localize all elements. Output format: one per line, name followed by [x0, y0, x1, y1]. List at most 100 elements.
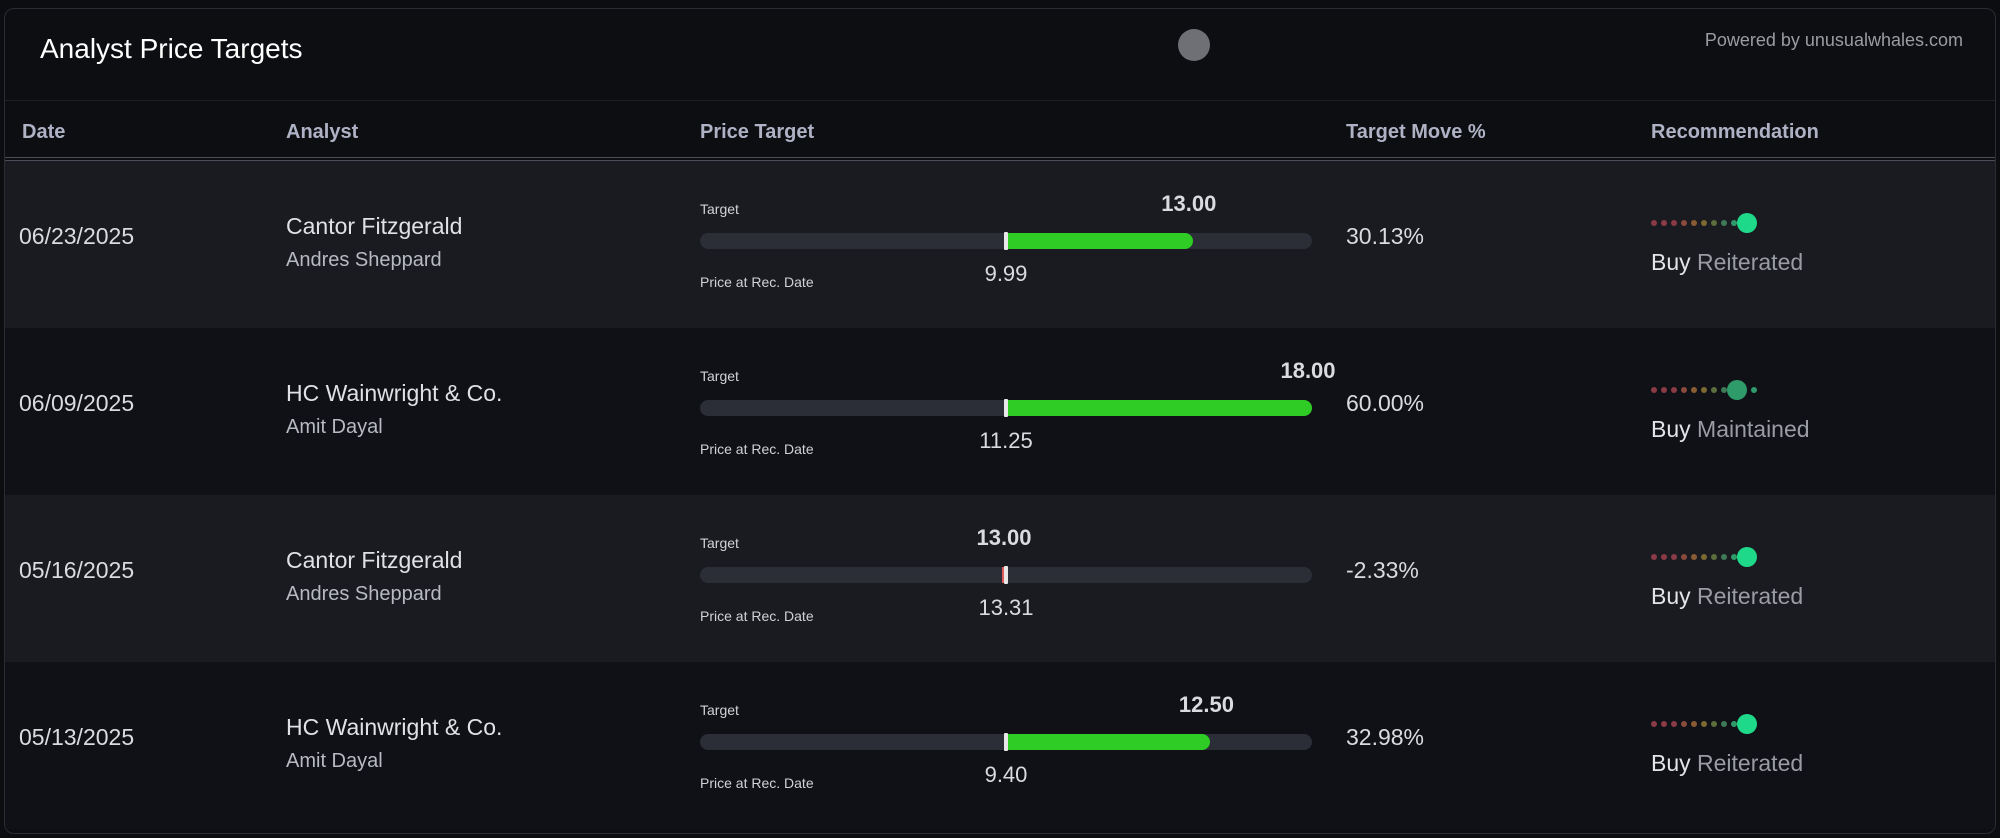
rec-price-marker: [1004, 399, 1008, 417]
rating-dot: [1727, 380, 1747, 400]
rec-price-marker: [1004, 733, 1008, 751]
column-header-target-move[interactable]: Target Move %: [1346, 121, 1486, 143]
column-header-date[interactable]: Date: [22, 121, 66, 143]
rating-scale: [1651, 211, 1771, 235]
price-at-rec-value: 9.40: [984, 762, 1028, 787]
price-at-rec-label: Price at Rec. Date: [700, 441, 814, 457]
price-target-bar: [700, 733, 1312, 751]
target-move-percent: 32.98%: [1346, 724, 1425, 750]
table-body: 06/23/2025 Cantor Fitzgerald Andres Shep…: [5, 161, 1995, 829]
price-at-rec-value: 13.31: [978, 595, 1034, 620]
rec-price-marker: [1004, 232, 1008, 250]
recommendation: Buy Maintained: [1651, 416, 1810, 443]
price-at-rec-label: Price at Rec. Date: [700, 274, 814, 290]
row-date: 06/09/2025: [19, 390, 135, 416]
row-analyst: Andres Sheppard: [286, 249, 442, 271]
rating-dot: [1731, 554, 1737, 560]
rating-dot: [1711, 721, 1717, 727]
target-value: 13.00: [976, 525, 1032, 550]
target-value: 18.00: [1280, 358, 1336, 383]
column-header-price-target[interactable]: Price Target: [700, 121, 815, 143]
recommendation-action: Buy: [1651, 249, 1691, 275]
rating-dot: [1701, 220, 1707, 226]
rating-dot: [1721, 721, 1727, 727]
rating-dot: [1737, 547, 1757, 567]
price-move-fill: [1006, 400, 1312, 416]
price-at-rec-label: Price at Rec. Date: [700, 608, 814, 624]
target-value: 13.00: [1161, 191, 1217, 216]
target-value: 12.50: [1178, 692, 1234, 717]
price-move-fill: [1006, 734, 1211, 750]
rating-dot: [1691, 387, 1697, 393]
rating-dot: [1681, 387, 1687, 393]
recommendation-action: Buy: [1651, 416, 1691, 442]
rating-dot: [1661, 220, 1667, 226]
recommendation-status: Maintained: [1697, 416, 1810, 442]
column-header-analyst[interactable]: Analyst: [286, 121, 359, 143]
table-row[interactable]: 05/16/2025 Cantor Fitzgerald Andres Shep…: [5, 495, 1995, 662]
rating-dot: [1661, 554, 1667, 560]
rating-dot: [1737, 714, 1757, 734]
table-row[interactable]: 06/09/2025 HC Wainwright & Co. Amit Daya…: [5, 328, 1995, 495]
price-move-fill: [1001, 567, 1006, 583]
rating-dot: [1671, 721, 1677, 727]
target-label: Target: [700, 535, 739, 551]
rating-dot: [1731, 220, 1737, 226]
rating-dot: [1711, 554, 1717, 560]
rating-dot: [1731, 721, 1737, 727]
price-at-rec-label: Price at Rec. Date: [700, 775, 814, 791]
rating-dot: [1651, 220, 1657, 226]
rating-scale: [1651, 545, 1771, 569]
price-target-bar: [700, 566, 1312, 584]
row-analyst: Amit Dayal: [286, 750, 383, 772]
column-header-recommendation[interactable]: Recommendation: [1651, 121, 1819, 143]
rating-dot: [1711, 220, 1717, 226]
target-label: Target: [700, 201, 739, 217]
rating-scale: [1651, 378, 1771, 402]
rating-dot: [1721, 220, 1727, 226]
rating-dot: [1701, 387, 1707, 393]
loading-indicator: [1178, 29, 1210, 61]
target-label: Target: [700, 368, 739, 384]
recommendation: Buy Reiterated: [1651, 583, 1803, 610]
rec-price-marker: [1004, 566, 1008, 584]
card-header: Analyst Price Targets Powered by unusual…: [5, 9, 1995, 101]
table-row[interactable]: 06/23/2025 Cantor Fitzgerald Andres Shep…: [5, 161, 1995, 328]
rating-dot: [1701, 554, 1707, 560]
target-move-percent: -2.33%: [1346, 557, 1419, 583]
rating-dot: [1661, 721, 1667, 727]
analyst-price-targets-card: Analyst Price Targets Powered by unusual…: [4, 8, 1996, 834]
powered-by-link[interactable]: Powered by unusualwhales.com: [1704, 30, 1963, 50]
recommendation: Buy Reiterated: [1651, 750, 1803, 777]
row-firm: Cantor Fitzgerald: [286, 547, 463, 573]
rating-dot: [1721, 387, 1727, 393]
rating-dot: [1691, 721, 1697, 727]
target-label: Target: [700, 702, 739, 718]
recommendation-status: Reiterated: [1697, 750, 1804, 776]
row-firm: HC Wainwright & Co.: [286, 714, 503, 740]
price-at-rec-value: 11.25: [979, 428, 1033, 453]
rating-dot: [1671, 554, 1677, 560]
rating-dot: [1681, 721, 1687, 727]
rating-dot: [1751, 387, 1757, 393]
row-date: 05/13/2025: [19, 724, 135, 750]
price-target-bar: [700, 232, 1312, 250]
row-firm: Cantor Fitzgerald: [286, 213, 463, 239]
rating-dot: [1737, 213, 1757, 233]
table-row[interactable]: 05/13/2025 HC Wainwright & Co. Amit Daya…: [5, 662, 1995, 829]
rating-dot: [1691, 220, 1697, 226]
rating-dot: [1681, 220, 1687, 226]
rating-dot: [1701, 721, 1707, 727]
recommendation: Buy Reiterated: [1651, 249, 1803, 276]
recommendation-status: Reiterated: [1697, 249, 1804, 275]
rating-dot: [1671, 220, 1677, 226]
table-header: Date Analyst Price Target Target Move % …: [5, 101, 1995, 161]
rating-dot: [1681, 554, 1687, 560]
target-move-percent: 30.13%: [1346, 223, 1425, 249]
recommendation-status: Reiterated: [1697, 583, 1804, 609]
rating-dot: [1651, 721, 1657, 727]
recommendation-action: Buy: [1651, 583, 1691, 609]
rating-dot: [1671, 387, 1677, 393]
row-analyst: Andres Sheppard: [286, 583, 442, 605]
rating-dot: [1651, 554, 1657, 560]
